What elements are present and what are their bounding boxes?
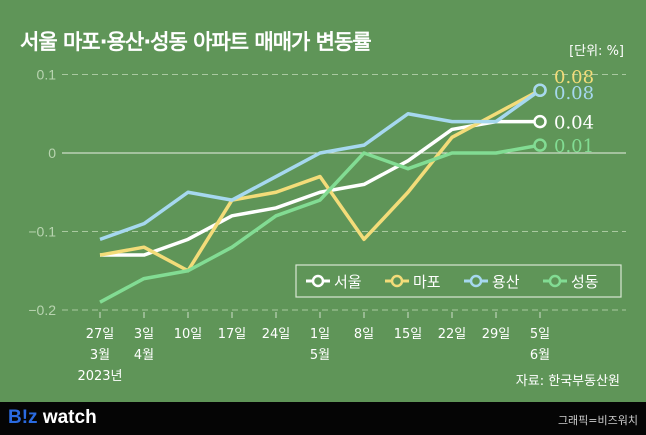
y-tick-label: 0.1: [37, 67, 57, 83]
legend-box: [295, 264, 622, 298]
x-tick-label: 24일: [262, 327, 291, 342]
legend-label: 마포: [413, 273, 441, 291]
x-tick-label: 6월: [530, 348, 550, 363]
x-tick-label: 17일: [218, 327, 247, 342]
y-tick-label: −0.2: [28, 302, 56, 318]
x-tick-label: 15일: [394, 327, 423, 342]
legend-marker: [390, 274, 404, 288]
x-tick-label: 1일: [310, 327, 330, 342]
end-value-label: 0.08: [554, 83, 594, 104]
end-point-marker: [533, 83, 547, 97]
legend-label: 성동: [571, 273, 599, 291]
x-tick-label: 4월: [134, 348, 154, 363]
x-tick-label: 2023년: [77, 369, 122, 384]
x-tick-label: 27일: [86, 327, 115, 342]
series-line-성동: [99, 143, 541, 304]
unit-label: [단위: %]: [569, 44, 624, 59]
legend-label: 용산: [492, 273, 520, 291]
legend-marker: [311, 274, 325, 288]
source-label: 자료: 한국부동산원: [515, 374, 620, 389]
legend-marker: [469, 274, 483, 288]
series-line-서울: [100, 119, 540, 257]
chart-title: 서울 마포·용산·성동 아파트 매매가 변동률: [20, 30, 372, 54]
legend-label: 서울: [334, 273, 362, 291]
x-tick-label: 10일: [174, 327, 203, 342]
x-tick-label: 29일: [482, 327, 511, 342]
graphic-credit: 그래픽=비즈워치: [557, 414, 638, 427]
series-line-마포: [99, 88, 541, 273]
x-tick-label: 3월: [90, 348, 110, 363]
logo-text: watch: [37, 407, 97, 428]
line-chart: 0.1 0 −0.1 −0.2 27일 3월 2023년 3일 4월 10일 17일 24일 1일 5월 8…: [28, 67, 626, 384]
x-tick-label: 5월: [310, 348, 330, 363]
logo-mark: B!z: [8, 407, 38, 428]
x-tick-label: 22일: [438, 327, 467, 342]
x-tick-label: 5일: [530, 327, 550, 342]
y-tick-label: −0.1: [28, 224, 56, 240]
end-value-label: 0.08: [554, 67, 594, 88]
y-tick-label: 0: [48, 145, 56, 161]
series-line-용산: [99, 88, 542, 241]
end-value-label: 0.04: [554, 113, 594, 134]
legend-marker: [548, 274, 562, 288]
x-tick-label: 8일: [354, 327, 374, 342]
end-point-marker: [533, 138, 547, 152]
footer: B!z watch 그래픽=비즈워치: [0, 402, 646, 435]
bizwatch-logo: B!z watch: [8, 407, 97, 429]
end-value-label: 0.01: [554, 136, 594, 157]
end-point-marker: [533, 114, 547, 129]
x-tick-label: 3일: [134, 327, 154, 342]
